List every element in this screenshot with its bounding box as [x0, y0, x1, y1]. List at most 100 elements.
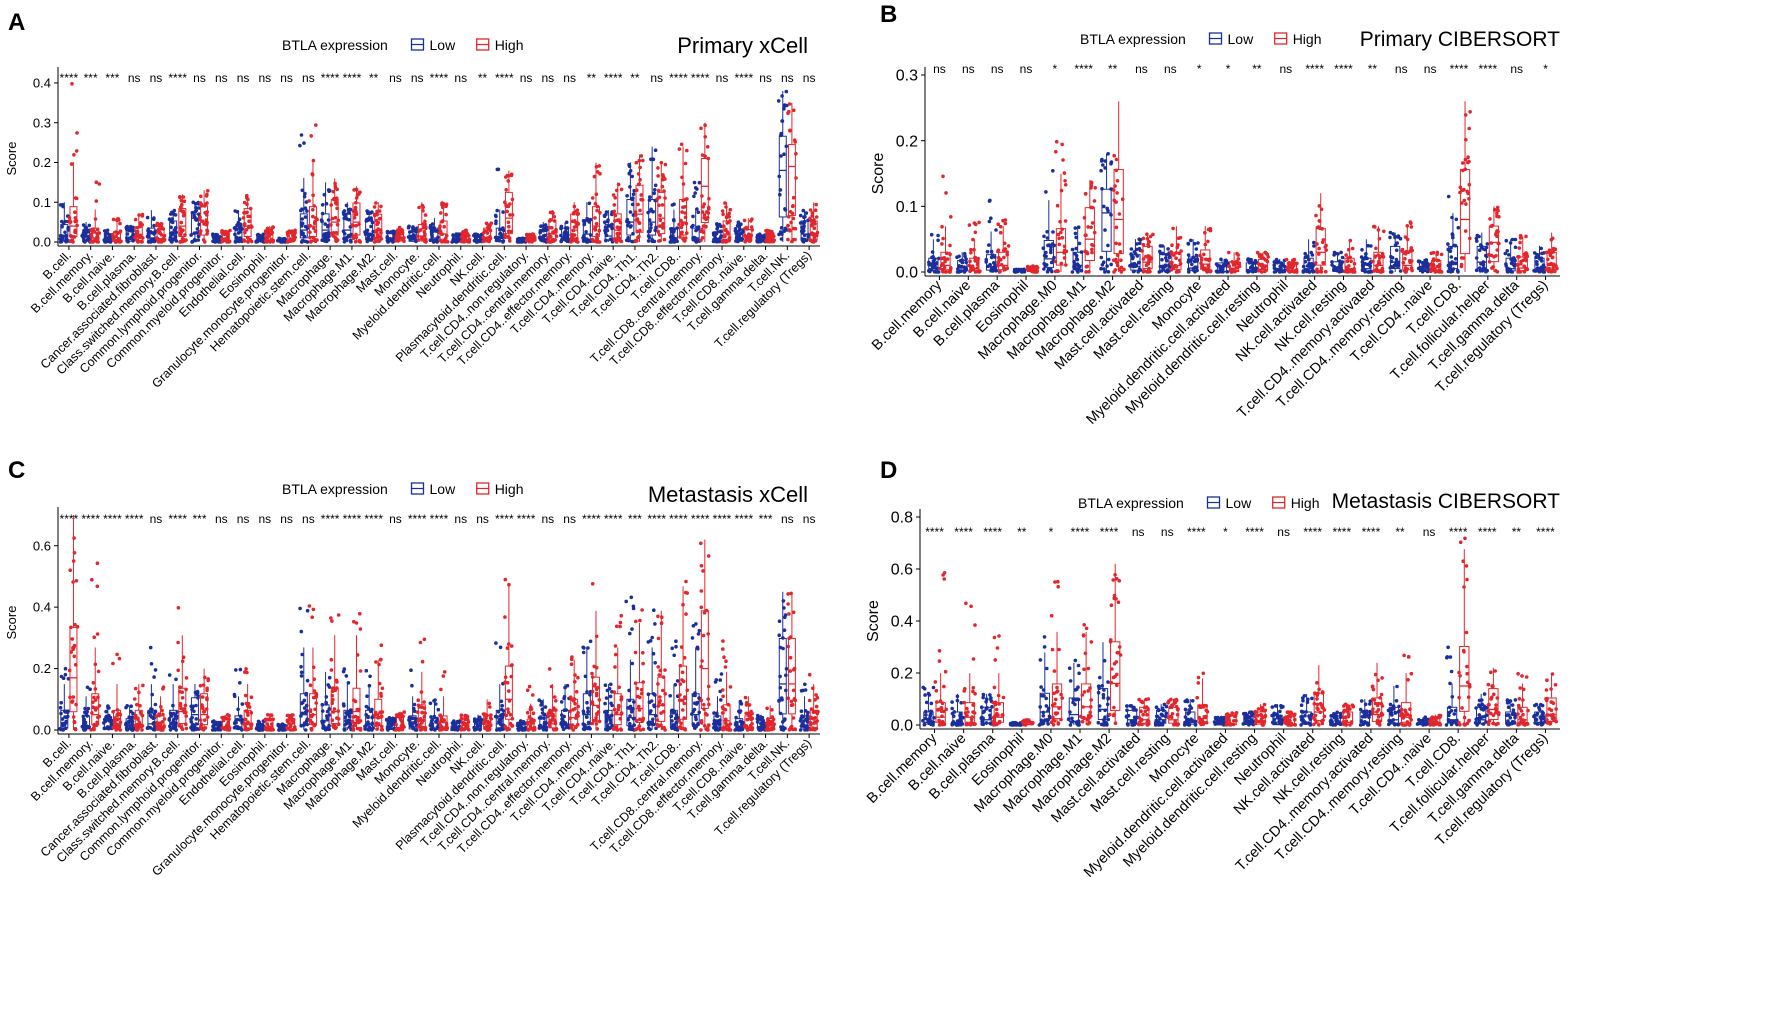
box-high [329, 178, 341, 243]
data-point [776, 99, 781, 103]
data-point [225, 713, 230, 717]
box-high [1025, 264, 1040, 274]
data-point [1113, 268, 1118, 272]
data-point [810, 223, 814, 228]
data-point [310, 615, 315, 619]
data-point [1006, 244, 1011, 248]
data-point [778, 192, 782, 197]
data-point [304, 719, 309, 723]
data-point [720, 209, 725, 213]
data-point [319, 218, 324, 222]
data-point [330, 619, 334, 623]
legend-label-low: Low [430, 37, 457, 53]
data-point [559, 233, 563, 238]
box-high [285, 713, 298, 732]
data-point [683, 161, 688, 166]
significance-label: ns [991, 62, 1004, 76]
significance-label: ** [630, 71, 640, 85]
data-point [658, 224, 662, 228]
data-point [704, 217, 708, 221]
data-point [286, 234, 291, 238]
box-high [633, 154, 645, 244]
data-point [1106, 257, 1111, 262]
box-high [263, 225, 276, 244]
significance-label: ** [1108, 62, 1118, 76]
box-high [329, 613, 341, 731]
data-point [1368, 264, 1372, 269]
data-point [358, 190, 362, 195]
data-point [996, 248, 1001, 252]
data-point [72, 654, 77, 659]
data-point [375, 222, 380, 227]
data-point [679, 225, 684, 230]
data-point [442, 224, 447, 229]
data-point [989, 216, 993, 220]
data-point [780, 119, 784, 123]
data-point [590, 196, 595, 200]
data-point [379, 204, 383, 209]
data-point [1510, 237, 1515, 242]
data-point [430, 222, 435, 226]
data-point [595, 208, 599, 213]
data-point [653, 183, 658, 188]
data-point [1320, 240, 1325, 245]
data-point [327, 727, 331, 732]
box-low [102, 228, 114, 244]
data-point [365, 694, 369, 698]
data-point [693, 191, 697, 195]
data-point [972, 221, 977, 225]
box-low [319, 182, 332, 244]
box-low [1128, 237, 1143, 274]
data-point [159, 224, 164, 229]
box-high [154, 685, 167, 732]
data-point [1379, 254, 1383, 259]
box-rect [156, 229, 165, 242]
data-point [767, 229, 772, 233]
data-point [638, 165, 642, 170]
y-tick-label: 0.3 [896, 68, 918, 85]
data-point [1158, 244, 1163, 248]
data-point [190, 715, 194, 720]
box-rect [169, 220, 178, 240]
data-point [184, 726, 189, 731]
data-point [243, 230, 247, 235]
box-low [1446, 194, 1461, 274]
data-point [1497, 215, 1501, 219]
data-point [1513, 245, 1518, 250]
data-point [576, 240, 580, 244]
panel-title: Primary xCell [677, 33, 808, 58]
data-point [149, 662, 154, 666]
data-point [115, 652, 119, 657]
box-low [406, 224, 419, 244]
data-point [1262, 265, 1267, 269]
significance-label: **** [343, 71, 362, 85]
data-point [1431, 250, 1436, 255]
box-high [1428, 250, 1444, 274]
significance-label: **** [81, 512, 100, 526]
data-point [325, 714, 329, 718]
data-point [342, 209, 347, 213]
data-point [1324, 269, 1328, 274]
data-point [331, 231, 336, 235]
data-point [228, 228, 232, 233]
data-point [1062, 171, 1067, 175]
data-point [681, 205, 685, 210]
data-point [1114, 260, 1119, 265]
data-point [1550, 255, 1555, 260]
data-point [180, 209, 185, 214]
significance-label: ns [280, 71, 293, 85]
data-point [1061, 158, 1065, 162]
box-high [1400, 220, 1414, 274]
box-rect [234, 227, 243, 242]
box-high [764, 228, 776, 244]
data-point [111, 217, 116, 222]
box-low [167, 673, 179, 732]
data-point [198, 683, 203, 688]
box-high [372, 201, 384, 244]
box-high [394, 225, 406, 244]
box-high [220, 228, 232, 244]
data-point [699, 238, 703, 243]
data-point [146, 229, 151, 234]
data-point [307, 199, 311, 203]
data-point [133, 686, 138, 691]
